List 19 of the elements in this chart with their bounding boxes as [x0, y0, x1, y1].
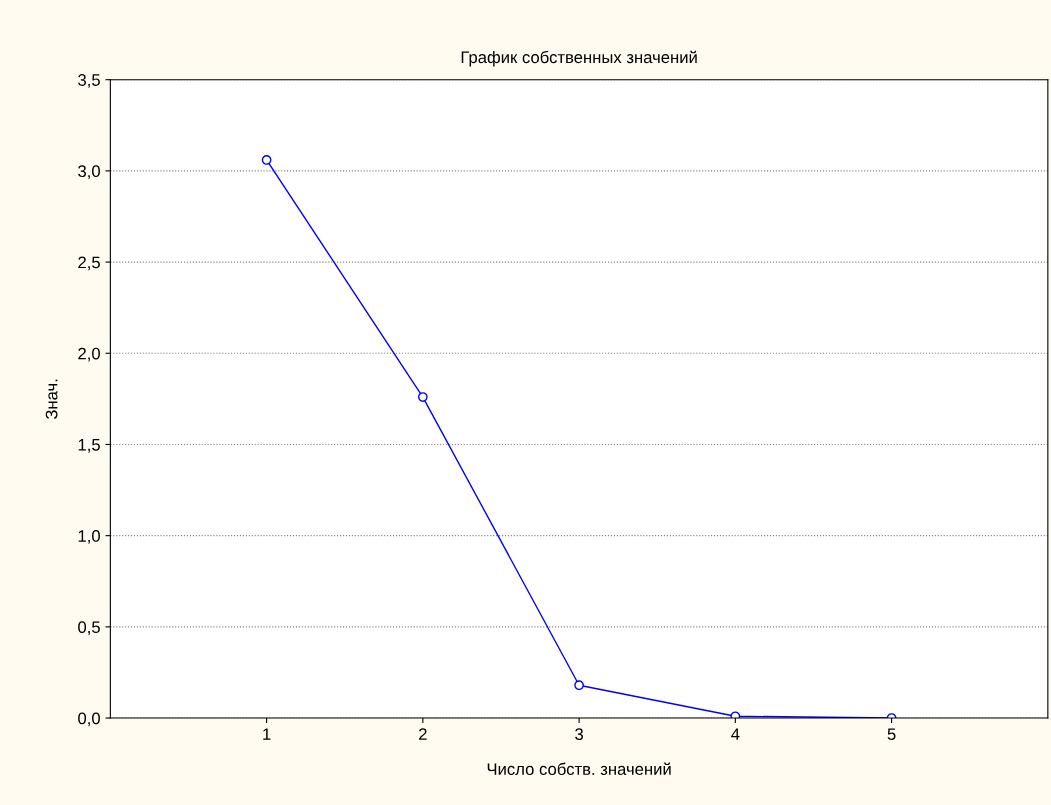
- x-tick-label: 4: [731, 728, 740, 740]
- y-tick-label: 0,5: [78, 621, 100, 636]
- x-tick-label: 1: [263, 728, 271, 740]
- y-tick-label: 0,0: [78, 712, 100, 727]
- y-tick-label: 3,0: [78, 165, 100, 180]
- y-tick-label: 2,0: [78, 347, 100, 362]
- y-tick-label: 3,5: [78, 74, 100, 88]
- point: [417, 392, 428, 402]
- chart-title: График собственных значений: [461, 50, 697, 67]
- y-tick-label: 1,0: [78, 530, 100, 544]
- y-tick-label: 2,5: [78, 256, 100, 271]
- y-axis-title: Знач.: [45, 379, 58, 420]
- x-tick-label: 3: [575, 728, 583, 741]
- point: [574, 680, 584, 691]
- point: [261, 155, 272, 165]
- y-tick-label: 1,5: [78, 439, 100, 453]
- x-tick-label: 5: [887, 728, 896, 741]
- x-axis-title: Число собств. значений: [487, 762, 671, 776]
- x-tick-label: 2: [419, 728, 427, 740]
